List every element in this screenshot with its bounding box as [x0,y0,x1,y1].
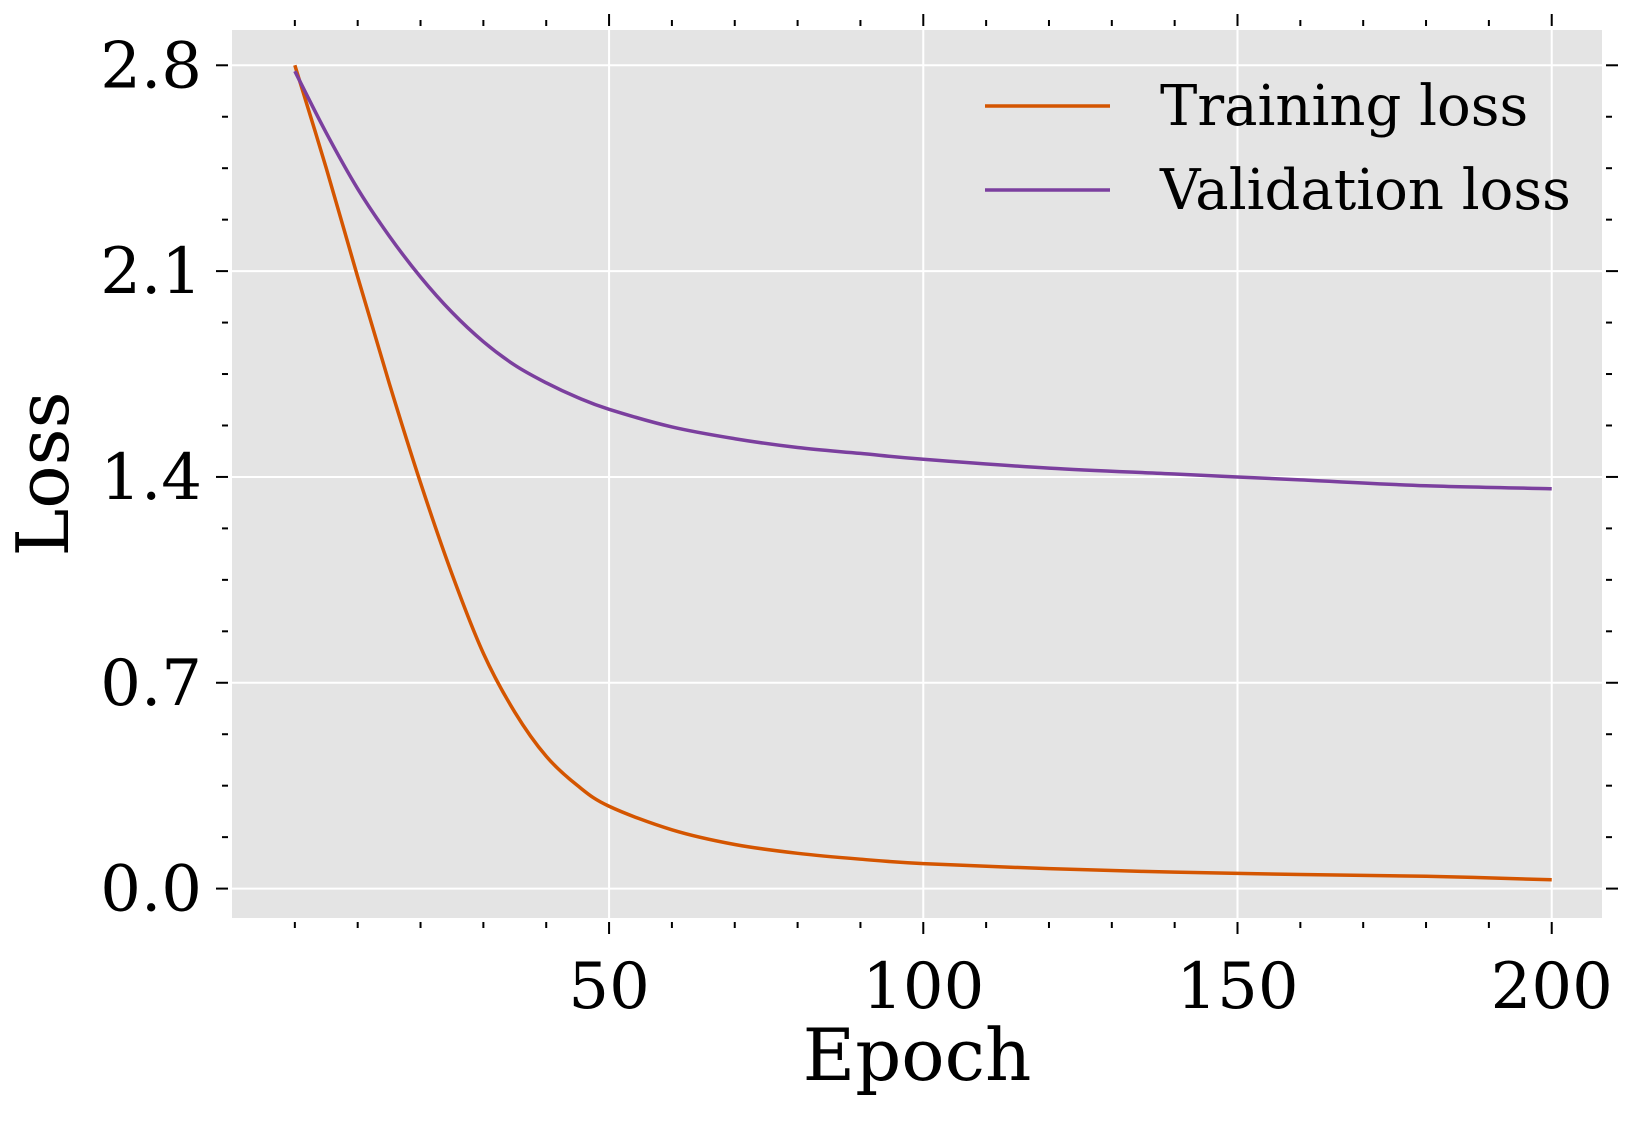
legend: Training loss Validation loss [985,74,1571,223]
series-lines [293,64,1552,882]
x-tick-label-50: 50 [568,950,649,1024]
plot-area [232,30,1602,918]
tick-labels: 50 100 150 200 0.0 0.7 1.4 2.1 2.8 [100,29,1613,1024]
y-tick-label-0.0: 0.0 [100,853,202,927]
legend-label-training-loss: Training loss [1160,74,1528,139]
legend-label-validation-loss: Validation loss [1159,158,1571,223]
y-tick-label-2.1: 2.1 [100,235,202,309]
grid-lines [232,30,1602,918]
x-tick-label-200: 200 [1491,950,1613,1024]
series-line-validation-loss [293,70,1552,491]
y-tick-label-1.4: 1.4 [100,441,202,515]
tick-marks [216,14,1618,934]
y-tick-label-0.7: 0.7 [100,647,202,721]
x-tick-label-150: 150 [1176,950,1298,1024]
y-axis-title: Loss [1,391,85,556]
series-line-training-loss [293,64,1552,882]
x-axis-title: Epoch [803,1013,1032,1097]
x-tick-label-100: 100 [862,950,984,1024]
y-tick-label-2.8: 2.8 [100,29,202,103]
